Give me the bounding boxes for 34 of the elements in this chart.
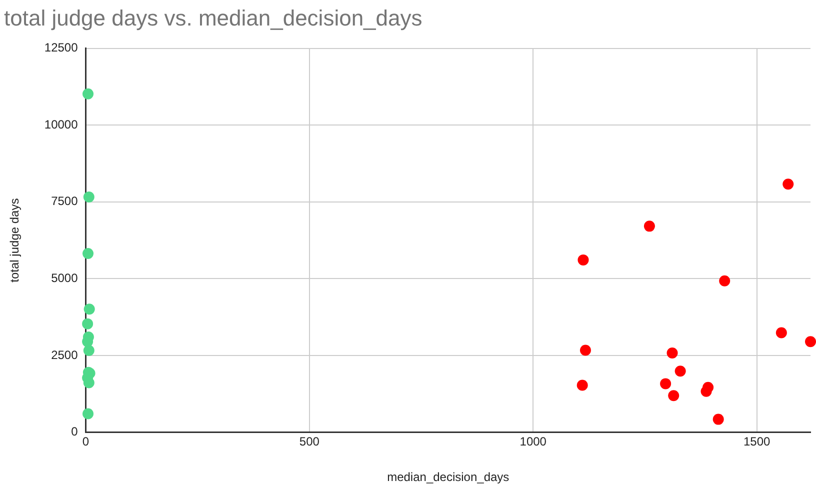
y-tick-label: 5000	[51, 270, 78, 285]
point	[674, 366, 686, 377]
point	[576, 380, 588, 391]
y-tick-label: 7500	[51, 194, 78, 208]
y-tick-label: 12500	[44, 40, 78, 55]
point	[668, 390, 680, 402]
x-axis-title: median_decision_days	[387, 470, 510, 484]
point	[644, 220, 655, 232]
point	[82, 88, 94, 100]
point	[580, 344, 591, 356]
point	[660, 378, 672, 390]
y-axis-title: total judge days	[8, 198, 22, 282]
point	[83, 345, 94, 356]
y-tick-label: 0	[71, 424, 78, 439]
y-tick-label: 10000	[44, 117, 78, 132]
point	[776, 327, 787, 338]
x-tick-label: 500	[299, 434, 320, 449]
x-tick-label: 0	[82, 434, 90, 449]
point	[82, 248, 94, 260]
point	[700, 386, 712, 397]
x-tick-label: 1000	[520, 434, 547, 449]
point	[666, 347, 678, 358]
y-tick-label: 2500	[51, 348, 78, 362]
chart-title: total judge days vs. median_decision_days	[4, 5, 422, 30]
point	[84, 304, 95, 315]
point	[578, 254, 589, 266]
point	[719, 275, 730, 286]
x-tick-label: 1500	[743, 434, 770, 449]
point	[805, 336, 816, 348]
point	[82, 408, 94, 420]
point	[782, 178, 794, 190]
point	[712, 414, 724, 425]
point	[83, 192, 94, 203]
point	[82, 318, 94, 330]
